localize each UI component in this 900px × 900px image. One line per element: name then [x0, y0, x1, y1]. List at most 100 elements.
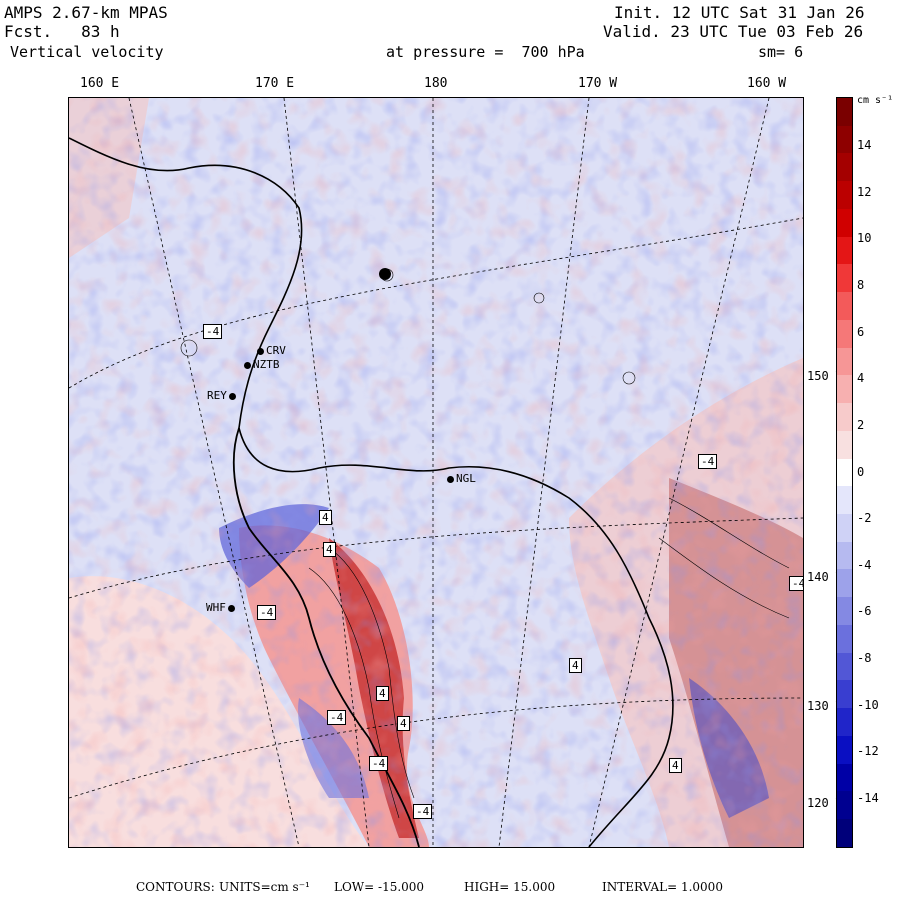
contour-label: -4 [257, 605, 277, 620]
station-nztb: NZTB [244, 358, 280, 371]
colorbar-segment [837, 819, 852, 847]
station-ngl: NGL [447, 472, 476, 485]
colorbar-segment [837, 375, 852, 404]
lat-label-130w: 130 W [806, 699, 845, 713]
colorbar-tick-label: 0 [857, 464, 865, 479]
colorbar-tick-label: 6 [857, 324, 865, 339]
station-crw-label: CRV [266, 344, 286, 357]
colorbar-segment [837, 541, 852, 570]
colorbar-segment [837, 430, 852, 459]
smoothing: sm= 6 [758, 43, 804, 61]
station-crw: CRV [257, 344, 286, 357]
station-dot [244, 361, 251, 369]
colorbar-segment [837, 153, 852, 182]
colorbar-segment [837, 292, 852, 320]
pressure-level: at pressure = 700 hPa [386, 43, 585, 61]
colorbar-tick-label: -4 [857, 557, 872, 572]
colorbar-segment [837, 763, 852, 792]
coastline [69, 137, 674, 847]
colorbar-tick-label: 8 [857, 277, 865, 292]
colorbar-segment [837, 319, 852, 348]
contour-label: 4 [569, 658, 582, 673]
colorbar-segment [837, 236, 852, 265]
colorbar-segment [837, 486, 852, 515]
colorbar-segment [837, 98, 852, 126]
colorbar-segment [837, 458, 852, 487]
colorbar-segment [837, 624, 852, 653]
contour-high: HIGH= 15.000 [464, 880, 556, 894]
colorbar-segment [837, 652, 852, 681]
colorbar-segment [837, 708, 852, 736]
colorbar-tick-label: 4 [857, 371, 865, 386]
colorbar-segment [837, 181, 852, 209]
contour-label: 4 [376, 686, 389, 701]
field-name: Vertical velocity [10, 43, 164, 61]
colorbar-segment [837, 514, 852, 542]
pressure-value: 700 hPa [521, 43, 585, 61]
valid-time: Valid. 23 UTC Tue 03 Feb 26 [603, 22, 864, 41]
colorbar-segment [837, 208, 852, 237]
lat-label-120w: 120 W [806, 796, 845, 810]
map-canvas [69, 98, 803, 847]
contour-label: -4 [789, 576, 803, 591]
colorbar [836, 97, 853, 848]
colorbar-segment [837, 680, 852, 709]
station-nztb-label: NZTB [253, 358, 280, 371]
station-ngl-label: NGL [456, 472, 476, 485]
contour-label: -4 [327, 710, 347, 725]
noise-red [69, 98, 803, 847]
contour-label: -4 [413, 804, 433, 819]
dark-feature [379, 268, 391, 280]
colorbar-tick-label: 12 [857, 184, 872, 199]
colorbar-segment [837, 597, 852, 625]
contour-label: 4 [319, 510, 332, 525]
graticule [69, 98, 803, 847]
colorbar-segment [837, 791, 852, 820]
contour-label: -4 [698, 454, 718, 469]
station-whf: WHF [206, 601, 237, 614]
colorbar-segment [837, 403, 852, 431]
lon-label-180: 180 [424, 76, 448, 91]
fcst-label: Fcst. [4, 22, 53, 41]
station-dot [257, 347, 264, 355]
colorbar-tick-label: -8 [857, 651, 872, 666]
contour-label: 4 [323, 542, 336, 557]
station-whf-label: WHF [206, 601, 226, 614]
colorbar-tick-label: 14 [857, 138, 872, 152]
contours-label: CONTOURS: [136, 880, 215, 894]
lon-label-170w: 170 W [578, 76, 618, 91]
forecast-hour: Fcst. 83 h [4, 23, 120, 41]
contour-interval: INTERVAL= 1.0000 [602, 880, 723, 894]
station-dot [447, 475, 454, 483]
colorbar-tick-label: 10 [857, 231, 872, 246]
colorbar-segment [837, 735, 852, 764]
fcst-value: 83 h [81, 22, 120, 41]
station-rey-label: REY [207, 389, 227, 402]
contour-units: UNITS=cm s⁻¹ [219, 880, 310, 894]
init-time: Init. 12 UTC Sat 31 Jan 26 [614, 3, 865, 22]
contour-low: LOW= -15.000 [334, 880, 425, 894]
pressure-label: at pressure = [386, 43, 504, 61]
colorbar-tick-label: -12 [857, 744, 879, 759]
contour-label: 4 [397, 716, 410, 731]
station-dot [227, 604, 235, 612]
contour-label: 4 [669, 758, 682, 773]
station-dot [228, 392, 236, 400]
lat-label-150w: 150 W [806, 369, 845, 383]
colorbar-segment [837, 347, 852, 376]
lat-label-140w: 140 W [806, 570, 845, 584]
lon-label-160w: 160 W [747, 76, 787, 91]
transantarctic-coast [232, 427, 420, 847]
model-title: AMPS 2.67-km MPAS [4, 3, 168, 22]
colorbar-segment [837, 569, 852, 598]
lon-label-160e: 160 E [80, 76, 120, 91]
colorbar-tick-label: -2 [857, 511, 872, 526]
colorbar-tick-label: -6 [857, 604, 872, 619]
contour-label: -4 [203, 324, 223, 339]
contours [180, 268, 790, 819]
colorbar-tick-label: -10 [857, 697, 879, 712]
colorbar-segment [837, 125, 852, 154]
colorbar-units: cm s⁻¹ [857, 95, 894, 106]
contour-label: -4 [369, 756, 389, 771]
vertical-velocity-map: CRV NZTB REY NGL WHF -4 4 -4 4 -4 4 -4 -… [68, 97, 804, 848]
